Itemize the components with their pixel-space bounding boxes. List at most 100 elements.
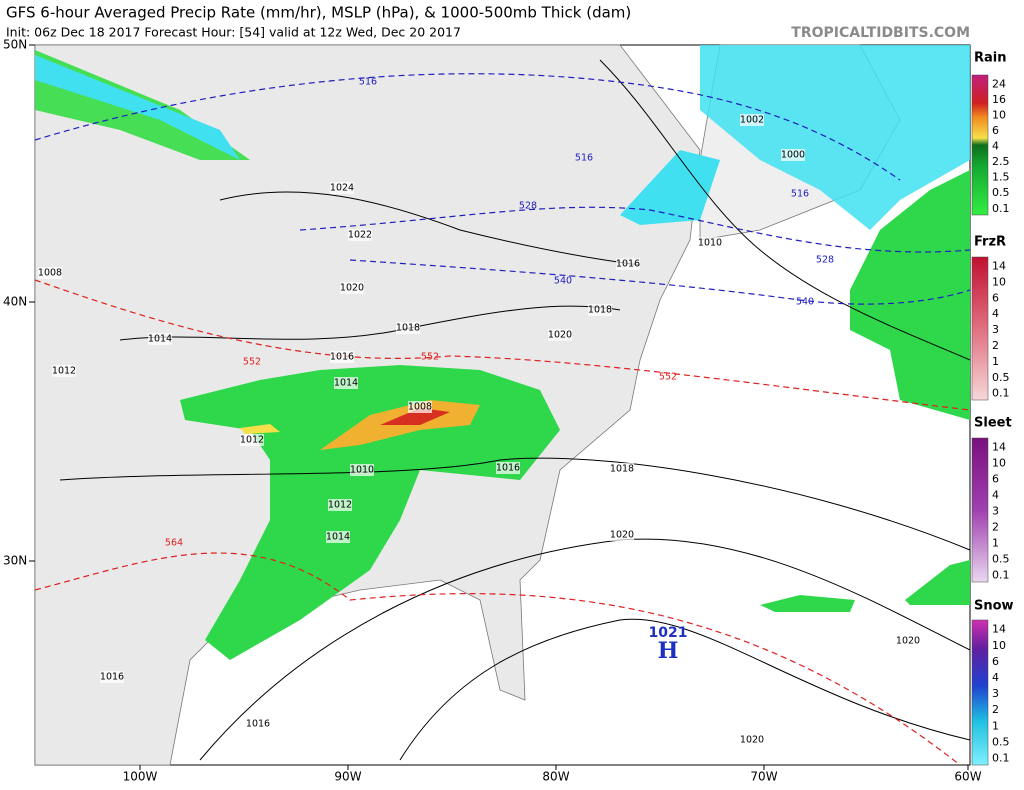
isobar-label-bg	[326, 531, 350, 543]
legend-title: Rain	[974, 51, 1007, 66]
lon-label: 100W	[123, 770, 158, 784]
rain-area	[760, 560, 970, 612]
isobar-label: 1008	[38, 268, 62, 279]
legend-tick-label: 0.5	[992, 735, 1010, 748]
legend-tick-label: 6	[992, 473, 999, 486]
legend-title: Snow	[974, 599, 1014, 614]
isobar-label: 1024	[330, 183, 354, 194]
thickness-label: 528	[816, 255, 834, 266]
isobar-label: 1020	[340, 283, 364, 294]
isobar-label-bg	[330, 351, 354, 363]
isobar-label: 1016	[330, 352, 354, 363]
isobar-label: 1020	[896, 636, 920, 647]
rain-area	[850, 170, 970, 420]
legend-title: FrzR	[974, 235, 1006, 250]
isobar-label-bg	[896, 635, 920, 647]
legend-tick-label: 2	[992, 521, 999, 534]
legend-tick-label: 0.1	[992, 202, 1010, 215]
isobar-label: 1014	[326, 532, 350, 543]
source: TROPICALTIDBITS.COM	[791, 25, 970, 41]
legend-tick-label: 1	[992, 719, 999, 732]
rain-area	[180, 365, 560, 660]
lon-label: 60W	[954, 770, 981, 784]
legend-tick-label: 10	[992, 639, 1006, 652]
legend-tick-label: 0.1	[992, 387, 1010, 400]
lon-label: 70W	[750, 770, 777, 784]
legend-tick-label: 2.5	[992, 155, 1010, 168]
isobar-label-bg	[616, 258, 640, 270]
legend-tick-label: 6	[992, 655, 999, 668]
isobar-label: 1016	[100, 672, 124, 683]
isobar-label: 1018	[588, 305, 612, 316]
legend-tick-label: 4	[992, 671, 999, 684]
isobar-label: 1012	[52, 366, 76, 377]
legend-colorbar	[971, 256, 989, 401]
high-pressure-value: 1021	[649, 625, 688, 641]
legend-colorbar	[971, 74, 989, 216]
isobar-label-bg	[496, 462, 520, 474]
isobar-label: 1008	[408, 402, 432, 413]
subtitle: Init: 06z Dec 18 2017 Forecast Hour: [54…	[6, 25, 461, 40]
legend-tick-label: 1.5	[992, 171, 1010, 184]
legend-tick-label: 16	[992, 93, 1006, 106]
legend-tick-label: 3	[992, 323, 999, 336]
isobar-label-bg	[698, 237, 722, 249]
legend-tick-label: 3	[992, 505, 999, 518]
isobar-label: 1020	[740, 735, 764, 746]
rain-heaviest	[380, 408, 450, 425]
isobar-label-bg	[396, 322, 420, 334]
legend-tick-label: 6	[992, 291, 999, 304]
isobar-label-bg	[348, 229, 372, 241]
isobar-label-bg	[340, 282, 364, 294]
legend-tick-label: 0.1	[992, 569, 1010, 582]
isobar-label-bg	[334, 377, 358, 389]
map-area: 1024 1022 1020 1018 1016 1014 1014 1012 1012 1008…	[34, 44, 971, 766]
isobar-label: 1020	[548, 330, 572, 341]
isobar-label-bg	[740, 114, 764, 126]
thickness-label: 528	[519, 201, 537, 212]
isobar-label-bg	[740, 734, 764, 746]
thickness-label: 552	[659, 372, 677, 383]
isobar-label-bg	[240, 434, 264, 446]
legend-tick-label: 14	[992, 260, 1006, 273]
legend-tick-label: 14	[992, 623, 1006, 636]
lon-label: 90W	[334, 770, 361, 784]
isobar-label: 1018	[610, 464, 634, 475]
legend-tick-label: 24	[992, 77, 1006, 90]
thickness-label: 540	[554, 276, 572, 287]
legend-tick-label: 1	[992, 537, 999, 550]
isobar-label-bg	[781, 149, 805, 161]
isobar-label-bg	[246, 718, 270, 730]
isobar-label-bg	[330, 182, 354, 194]
thickness-lines	[34, 73, 971, 766]
legend-tick-label: 4	[992, 489, 999, 502]
snow-area	[700, 45, 970, 230]
lat-label: 30N	[3, 554, 27, 568]
legend-tick-label: 0.5	[992, 186, 1010, 199]
axes: 50N 40N 30N 100W 90W 80W 70W 60W	[3, 38, 982, 784]
isobar-label: 1018	[396, 323, 420, 334]
isobar-label: 1020	[610, 530, 634, 541]
snow-area	[35, 55, 240, 160]
isobar-label-bg	[328, 499, 352, 511]
legend-tick-label: 10	[992, 457, 1006, 470]
legend-tick-label: 0.1	[992, 752, 1010, 765]
legend-tick-label: 3	[992, 687, 999, 700]
isobar-label-bg	[38, 267, 62, 279]
legend-tick-label: 0.5	[992, 371, 1010, 384]
title: GFS 6-hour Averaged Precip Rate (mm/hr),…	[6, 4, 631, 22]
legend-tick-label: 2	[992, 703, 999, 716]
thickness-label: 516	[359, 77, 377, 88]
legend-tick-label: 2	[992, 339, 999, 352]
legend-title: Sleet	[974, 416, 1012, 431]
thickness-label: 516	[791, 189, 809, 200]
legend-colorbar	[971, 437, 989, 583]
isobar-label: 1010	[350, 465, 374, 476]
legend-tick-label: 10	[992, 108, 1006, 121]
rain-heavy	[240, 424, 280, 434]
isobar-label-bg	[408, 401, 432, 413]
map-labels: 1024 1022 1020 1018 1016 1014 1014 1012 1012 1008…	[38, 77, 920, 746]
isobar-label: 1002	[740, 115, 764, 126]
isobar-label-bg	[610, 463, 634, 475]
